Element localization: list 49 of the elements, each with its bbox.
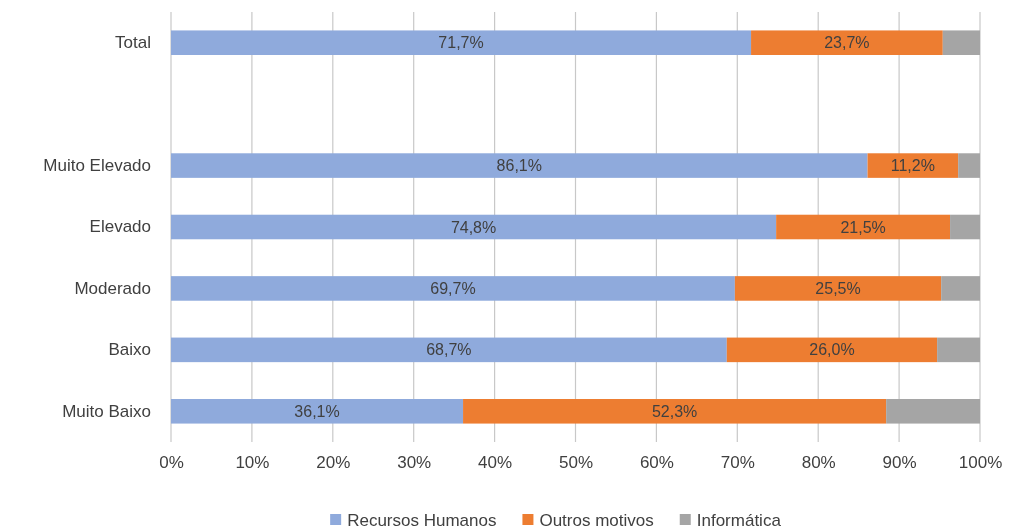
data-label: 74,8%: [450, 218, 497, 236]
bar: [776, 214, 951, 240]
x-tick-label: 50%: [558, 453, 594, 473]
x-tick-label: 100%: [958, 453, 1003, 473]
bar: [171, 30, 752, 55]
data-label: 36,1%: [294, 402, 340, 420]
x-tick-label: 20%: [316, 453, 351, 473]
x-tick-label: 30%: [397, 453, 432, 473]
bar: [950, 214, 980, 240]
data-label: 52,3%: [651, 402, 698, 420]
x-tick-label: 70%: [720, 453, 755, 473]
bar: [726, 337, 938, 363]
bar: [937, 337, 980, 363]
x-tick-label: 80%: [801, 453, 836, 473]
data-label: 71,7%: [438, 34, 484, 52]
legend-label: Recursos Humanos: [347, 510, 497, 530]
bar: [886, 399, 980, 424]
data-label: 26,0%: [809, 341, 855, 359]
bar: [171, 276, 735, 301]
x-tick-label: 10%: [235, 453, 270, 473]
data-label: 21,5%: [840, 218, 886, 236]
data-label: 25,5%: [815, 279, 861, 297]
x-tick-label: 60%: [639, 453, 674, 473]
y-tick-label: Muito Baixo: [62, 401, 151, 421]
bar: [751, 30, 943, 55]
bar: [734, 276, 942, 301]
x-tick-label: 0%: [159, 453, 184, 473]
data-label: 68,7%: [426, 341, 472, 359]
legend-label: Outros motivos: [539, 510, 654, 530]
y-tick-label: Elevado: [89, 217, 151, 237]
y-tick-label: Moderado: [74, 278, 151, 298]
bar: [941, 276, 980, 301]
data-label: 11,2%: [890, 157, 935, 175]
bar: [171, 214, 777, 240]
bar: [958, 153, 980, 178]
bar: [942, 30, 980, 55]
data-label: 86,1%: [496, 157, 542, 175]
bar: [171, 337, 727, 363]
x-tick-label: 90%: [882, 453, 917, 473]
bar: [463, 399, 887, 424]
legend-label: Informática: [696, 510, 782, 530]
y-tick-label: Muito Elevado: [43, 156, 151, 176]
y-tick-label: Baixo: [108, 340, 151, 360]
bar: [171, 153, 868, 178]
bar: [171, 399, 464, 424]
x-tick-label: 40%: [478, 453, 513, 473]
y-tick-label: Total: [115, 33, 151, 53]
data-label: 69,7%: [430, 279, 476, 297]
data-label: 23,7%: [824, 34, 870, 52]
